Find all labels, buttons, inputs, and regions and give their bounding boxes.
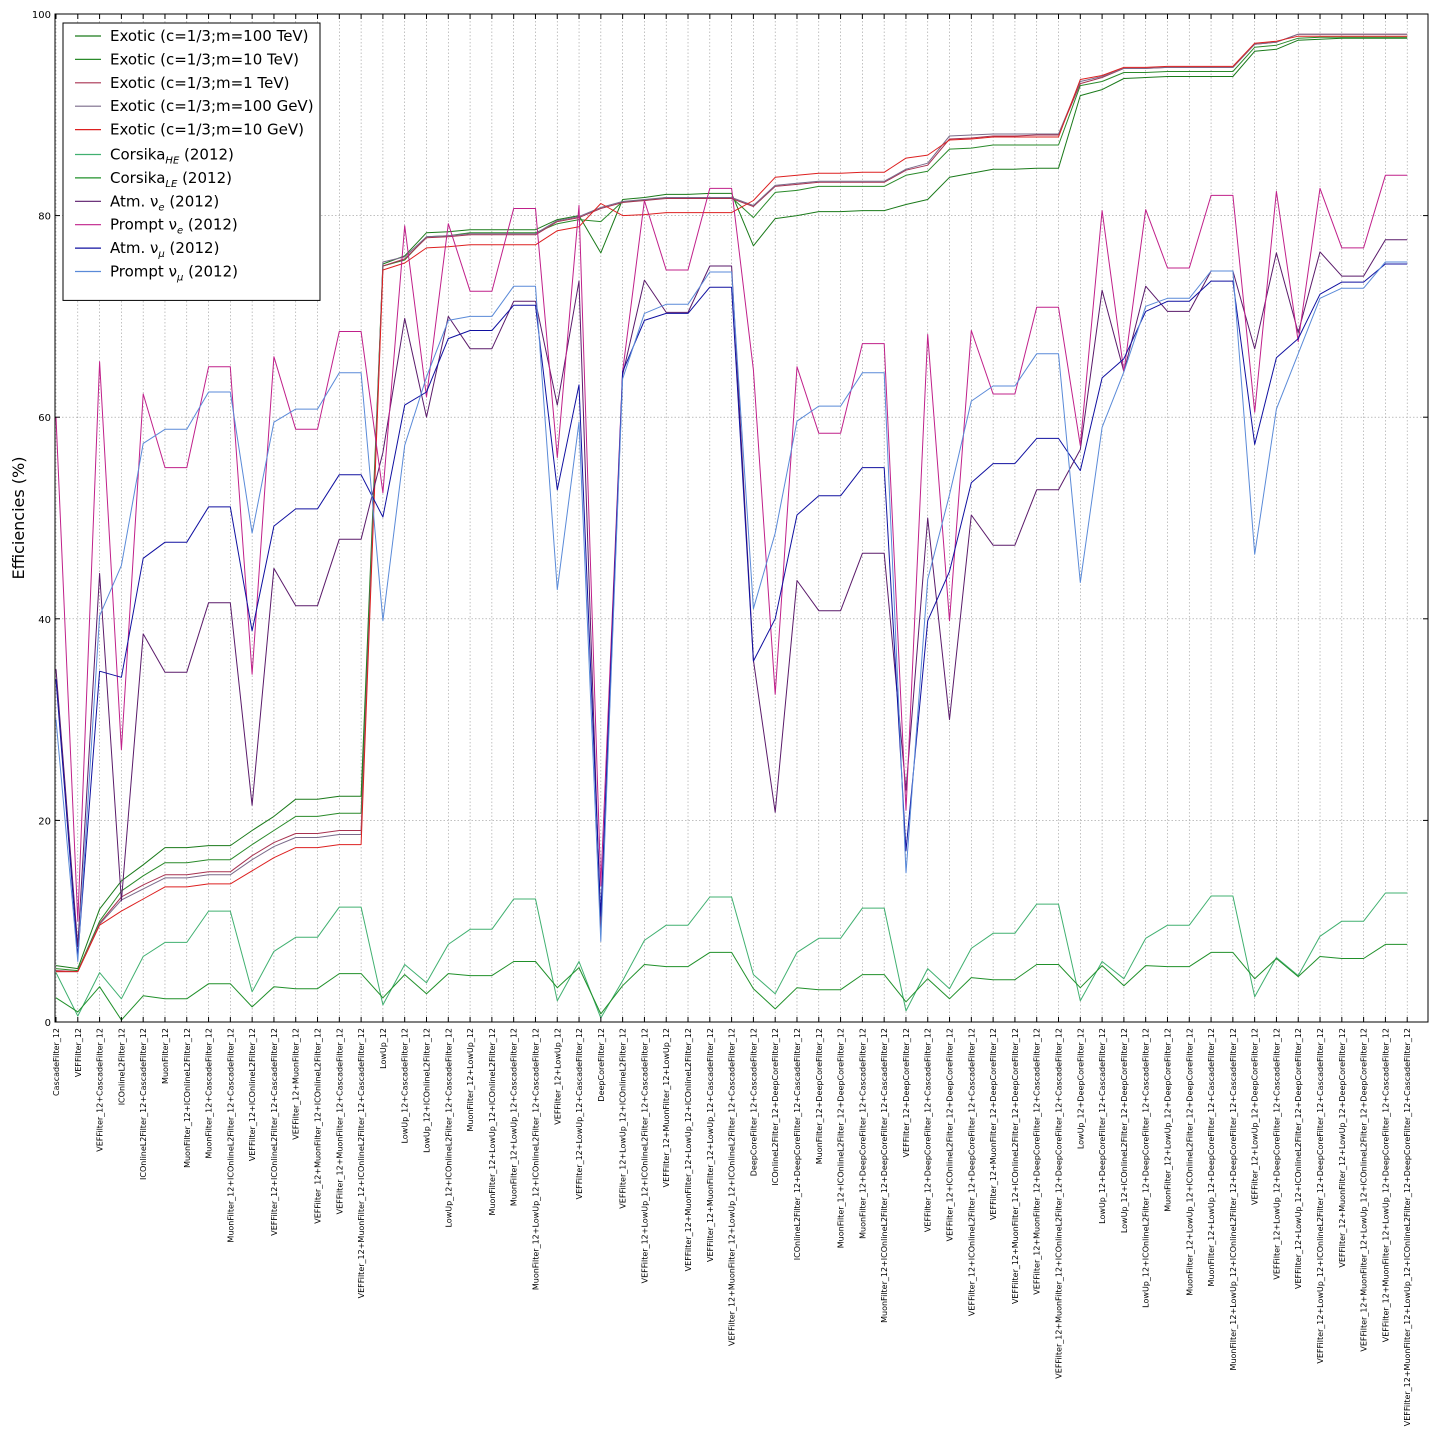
x-tick-label: ICOnlineL2Filter_12: [117, 1028, 126, 1105]
legend-label: Exotic (c=1/3;m=10 GeV): [110, 121, 304, 139]
x-tick-label: MuonFilter_12+DeepCoreFilter_12: [815, 1028, 824, 1164]
x-tick-label: LowUp_12+ICOnlineL2Filter_12+CascadeFilt…: [444, 1028, 453, 1228]
series-line: [56, 33, 1408, 973]
x-tick-label: VEFFilter_12+ICOnlineL2Filter_12+Cascade…: [270, 1028, 279, 1236]
x-tick-label: MuonFilter_12+CascadeFilter_12: [205, 1028, 214, 1159]
series-line: [55, 37, 1408, 970]
x-tick-label: MuonFilter_12+LowUp_12+ICOnlineL2Filter_…: [1185, 1028, 1194, 1296]
x-tick-label: VEFFilter_12+MuonFilter_12+LowUp_12+ICOn…: [1403, 1028, 1412, 1426]
legend-label: CorsikaHE (2012): [110, 146, 234, 167]
x-tick-label: VEFFilter_12+MuonFilter_12+ICOnlineL2Fil…: [357, 1028, 366, 1298]
series-line: [55, 174, 1408, 922]
x-tick-label: VEFFilter_12+LowUp_12+ICOnlineL2Filter_1…: [619, 1028, 628, 1209]
x-tick-label: VEFFilter_12+MuonFilter_12: [292, 1028, 301, 1140]
legend-label: Prompt νμ (2012): [110, 263, 238, 284]
x-tick-label: LowUp_12+ICOnlineL2Filter_12+DeepCoreFil…: [1142, 1028, 1151, 1308]
x-tick-label: MuonFilter_12+LowUp_12+ICOnlineL2Filter_…: [488, 1028, 497, 1216]
x-tick-label: MuonFilter_12+ICOnlineL2Filter_12+DeepCo…: [837, 1028, 846, 1248]
x-tick-label: LowUp_12+ICOnlineL2Filter_12: [422, 1028, 431, 1153]
legend-label: Exotic (c=1/3;m=1 TeV): [110, 74, 289, 92]
series-line: [55, 239, 1408, 947]
series-line: [55, 943, 1408, 1021]
x-tick-label: VEFFilter_12+MuonFilter_12+LowUp_12+Casc…: [706, 1028, 715, 1262]
x-tick-label: MuonFilter_12+ICOnlineL2Filter_12: [183, 1028, 192, 1168]
x-tick-label: VEFFilter_12+MuonFilter_12+LowUp_12+ICOn…: [1360, 1028, 1369, 1352]
x-tick-label: VEFFilter_12+ICOnlineL2Filter_12: [248, 1028, 257, 1161]
x-tick-label: MuonFilter_12+LowUp_12+CascadeFilter_12: [510, 1028, 519, 1206]
x-tick-label: VEFFilter_12+MuonFilter_12+LowUp_12+Deep…: [1381, 1028, 1390, 1342]
x-tick-label: VEFFilter_12+LowUp_12+ICOnlineL2Filter_1…: [640, 1028, 649, 1283]
y-axis-label: Efficiencies (%): [9, 457, 28, 580]
x-tick-label: VEFFilter_12+LowUp_12+CascadeFilter_12: [575, 1028, 584, 1199]
x-tick-label: ICOnlineL2Filter_12+CascadeFilter_12: [139, 1028, 148, 1180]
x-tick-label: VEFFilter_12+LowUp_12+DeepCoreFilter_12+…: [1272, 1028, 1281, 1280]
legend-label: Prompt νe (2012): [110, 216, 238, 237]
x-tick-label: DeepCoreFilter_12+CascadeFilter_12: [749, 1028, 758, 1176]
y-tick-label: 100: [32, 10, 51, 21]
x-tick-label: ICOnlineL2Filter_12+DeepCoreFilter_12+Ca…: [793, 1028, 802, 1260]
legend-label: CorsikaLE (2012): [110, 169, 232, 190]
legend: Exotic (c=1/3;m=100 TeV) Exotic (c=1/3;m=…: [62, 22, 321, 301]
legend-label: Exotic (c=1/3;m=100 TeV): [110, 27, 309, 45]
series-line: [55, 263, 1408, 957]
series-line: [56, 35, 1408, 973]
y-tick-label: 80: [38, 212, 51, 223]
x-tick-label: VEFFilter_12+MuonFilter_12+DeepCoreFilte…: [989, 1028, 998, 1220]
x-tick-label: LowUp_12: [379, 1028, 388, 1069]
x-tick-label: MuonFilter_12+LowUp_12+DeepCoreFilter_12…: [1207, 1028, 1216, 1286]
x-tick-label: VEFFilter_12+MuonFilter_12+LowUp_12+ICOn…: [684, 1028, 693, 1271]
x-tick-label: DeepCoreFilter_12: [597, 1028, 606, 1102]
x-tick-label: VEFFilter_12+LowUp_12+ICOnlineL2Filter_1…: [1294, 1028, 1303, 1289]
x-axis-ticks: CascadeFilter_12 VEFFilter_12 VEFFilter_12…: [52, 14, 1412, 1426]
series-line: [55, 261, 1408, 962]
x-tick-label: VEFFilter_12+MuonFilter_12+CascadeFilter…: [335, 1028, 344, 1214]
series-line: [55, 892, 1408, 1019]
y-tick-label: 20: [38, 816, 51, 827]
x-tick-label: LowUp_12+ICOnlineL2Filter_12+DeepCoreFil…: [1120, 1028, 1129, 1233]
y-axis-ticks: 0 20 40 60 80 100: [32, 10, 1428, 1029]
legend-label: Exotic (c=1/3;m=10 TeV): [110, 50, 299, 68]
x-tick-label: ICOnlineL2Filter_12+DeepCoreFilter_12: [771, 1028, 780, 1186]
legend-label: Atm. νμ (2012): [110, 239, 219, 260]
y-tick-label: 0: [45, 1018, 51, 1029]
plot-frame: [54, 13, 1429, 1023]
x-tick-label: MuonFilter_12+ICOnlineL2Filter_12+Cascad…: [226, 1028, 235, 1243]
x-tick-label: VEFFilter_12+LowUp_12: [553, 1028, 562, 1125]
x-tick-label: VEFFilter_12+DeepCoreFilter_12: [902, 1028, 911, 1157]
x-tick-label: VEFFilter_12+MuonFilter_12+ICOnlineL2Fil…: [1055, 1028, 1064, 1379]
y-tick-label: 40: [38, 615, 51, 626]
x-tick-label: LowUp_12+DeepCoreFilter_12: [1076, 1028, 1085, 1149]
x-tick-label: VEFFilter_12+ICOnlineL2Filter_12+DeepCor…: [967, 1028, 976, 1316]
x-tick-label: VEFFilter_12+MuonFilter_12+LowUp_12+ICOn…: [728, 1028, 737, 1346]
x-tick-label: VEFFilter_12+ICOnlineL2Filter_12+DeepCor…: [946, 1028, 955, 1241]
x-tick-label: VEFFilter_12+MuonFilter_12+DeepCoreFilte…: [1033, 1028, 1042, 1295]
x-tick-label: VEFFilter_12+DeepCoreFilter_12+CascadeFi…: [924, 1028, 933, 1232]
x-tick-label: CascadeFilter_12: [52, 1028, 61, 1096]
x-tick-label: VEFFilter_12+MuonFilter_12+LowUp_12+Deep…: [1338, 1028, 1347, 1268]
x-tick-label: MuonFilter_12+LowUp_12+DeepCoreFilter_12: [1163, 1028, 1172, 1212]
x-tick-label: MuonFilter_12+LowUp_12: [466, 1028, 475, 1132]
x-tick-label: VEFFilter_12+MuonFilter_12+ICOnlineL2Fil…: [1011, 1028, 1020, 1304]
x-tick-label: VEFFilter_12+MuonFilter_12+LowUp_12: [662, 1028, 671, 1187]
legend-label: Atm. νe (2012): [110, 192, 219, 213]
x-tick-label: MuonFilter_12: [161, 1028, 170, 1084]
legend-label: Exotic (c=1/3;m=100 GeV): [110, 97, 314, 115]
series-lines: [55, 33, 1408, 1021]
x-tick-label: MuonFilter_12+DeepCoreFilter_12+CascadeF…: [858, 1028, 867, 1239]
x-tick-label: MuonFilter_12+LowUp_12+ICOnlineL2Filter_…: [1229, 1028, 1238, 1370]
x-tick-label: VEFFilter_12+LowUp_12+ICOnlineL2Filter_1…: [1316, 1028, 1325, 1364]
x-tick-label: VEFFilter_12: [74, 1028, 83, 1077]
x-tick-label: MuonFilter_12+LowUp_12+ICOnlineL2Filter_…: [531, 1028, 540, 1290]
legend-box: [62, 22, 321, 301]
x-tick-label: VEFFilter_12+CascadeFilter_12: [96, 1028, 105, 1152]
x-tick-label: VEFFilter_12+MuonFilter_12+ICOnlineL2Fil…: [314, 1028, 323, 1224]
x-tick-label: MuonFilter_12+ICOnlineL2Filter_12+DeepCo…: [880, 1028, 889, 1323]
x-tick-label: LowUp_12+DeepCoreFilter_12+CascadeFilter…: [1098, 1028, 1107, 1224]
y-tick-label: 60: [38, 413, 51, 424]
x-tick-label: VEFFilter_12+LowUp_12+DeepCoreFilter_12: [1251, 1028, 1260, 1205]
x-tick-label: LowUp_12+CascadeFilter_12: [401, 1028, 410, 1144]
